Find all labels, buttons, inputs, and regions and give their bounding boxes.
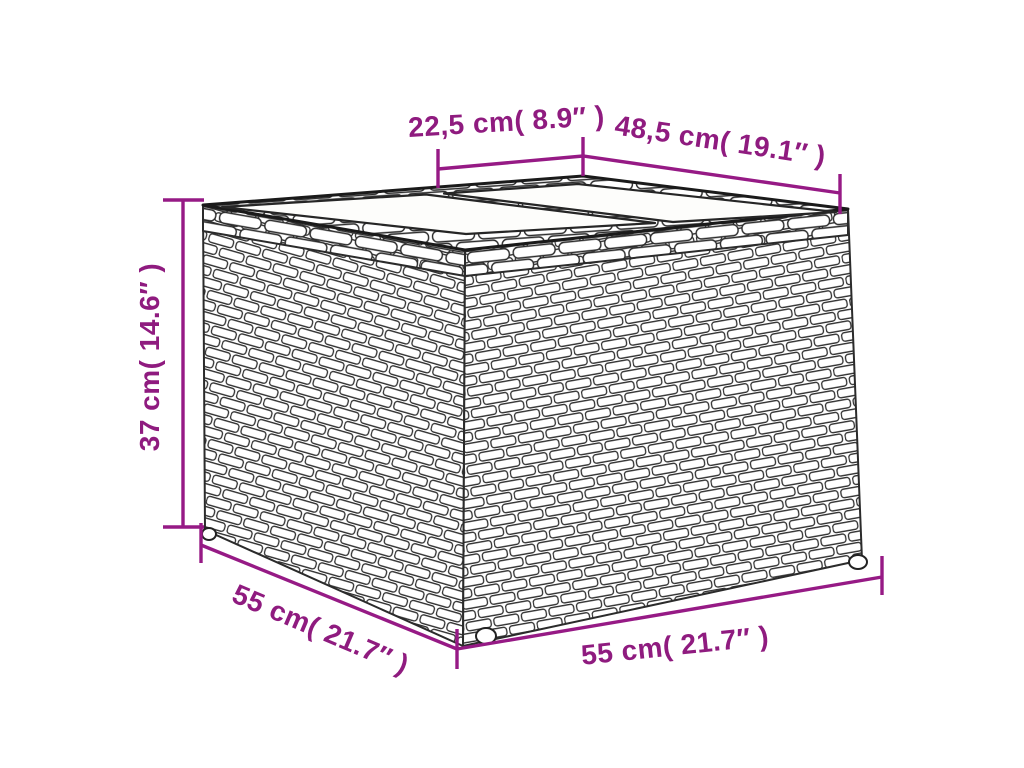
height-dimension	[163, 198, 204, 529]
table-foot-right	[848, 554, 868, 570]
label-height: 37 cm( 14.6″ )	[134, 263, 165, 452]
table-foot-left	[201, 527, 217, 541]
glass-panel-small	[220, 193, 657, 236]
dimension-lines	[163, 137, 884, 669]
label-glass-panel-large: 48,5 cm( 19.1″ )	[613, 110, 828, 172]
table-front-face	[462, 208, 863, 647]
width-dimension	[455, 556, 884, 669]
table-drawing	[201, 174, 868, 647]
glass-panel-large	[442, 182, 838, 224]
label-glass-panel-small: 22,5 cm( 8.9″ )	[407, 100, 605, 143]
label-width: 55 cm( 21.7″ )	[580, 620, 771, 671]
top-dimensions	[436, 137, 842, 214]
depth-dimension	[199, 523, 458, 651]
